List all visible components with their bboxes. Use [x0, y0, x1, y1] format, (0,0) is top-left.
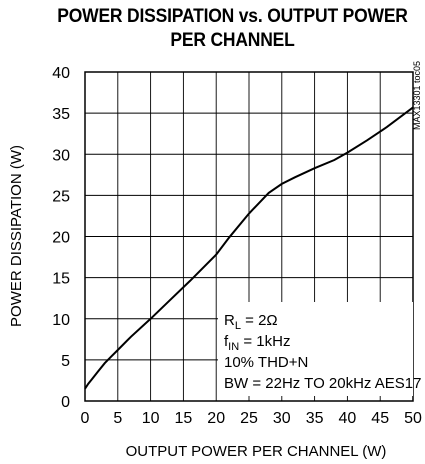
y-axis-label: POWER DISSIPATION (W)	[8, 145, 25, 327]
x-tick-label: 20	[207, 410, 225, 427]
annotation-thd: 10% THD+N	[224, 354, 308, 371]
y-tick-label: 40	[52, 65, 70, 82]
y-tick-label: 20	[52, 230, 70, 247]
x-tick-label: 45	[371, 410, 389, 427]
x-tick-label: 0	[81, 410, 90, 427]
x-tick-label: 30	[273, 410, 291, 427]
y-tick-label: 10	[52, 312, 70, 329]
annotation-fin: fIN = 1kHz	[224, 333, 290, 353]
series-line	[84, 106, 414, 390]
x-tick-label: 25	[240, 410, 258, 427]
y-tick-label: 30	[52, 147, 70, 164]
annotation-box	[218, 302, 413, 396]
x-tick-label: 50	[404, 410, 422, 427]
x-tick-labels: 0 5 10 15 20 25 30 35 40 45 50	[81, 410, 422, 427]
y-tick-label: 5	[61, 353, 70, 370]
annotation-bw: BW = 22Hz TO 20kHz AES17	[224, 375, 421, 392]
chart-title-line1: POWER DISSIPATION vs. OUTPUT POWER	[57, 6, 408, 27]
annotation-rl: RL = 2Ω	[224, 312, 278, 332]
x-tick-label: 5	[113, 410, 122, 427]
y-tick-label: 25	[52, 188, 70, 205]
x-tick-label: 35	[306, 410, 324, 427]
figure-id: MAX13301 toc05	[412, 61, 422, 130]
y-tick-labels: 0 5 10 15 20 25 30 35 40	[52, 65, 70, 411]
plot-frame	[84, 71, 414, 402]
y-tick-label: 15	[52, 271, 70, 288]
chart-title-line2: PER CHANNEL	[170, 30, 295, 51]
x-tick-label: 10	[142, 410, 160, 427]
y-tick-label: 0	[61, 394, 70, 411]
x-tick-label: 40	[339, 410, 357, 427]
y-tick-label: 35	[52, 106, 70, 123]
x-tick-label: 15	[175, 410, 193, 427]
x-axis-label: OUTPUT POWER PER CHANNEL (W)	[126, 443, 387, 460]
